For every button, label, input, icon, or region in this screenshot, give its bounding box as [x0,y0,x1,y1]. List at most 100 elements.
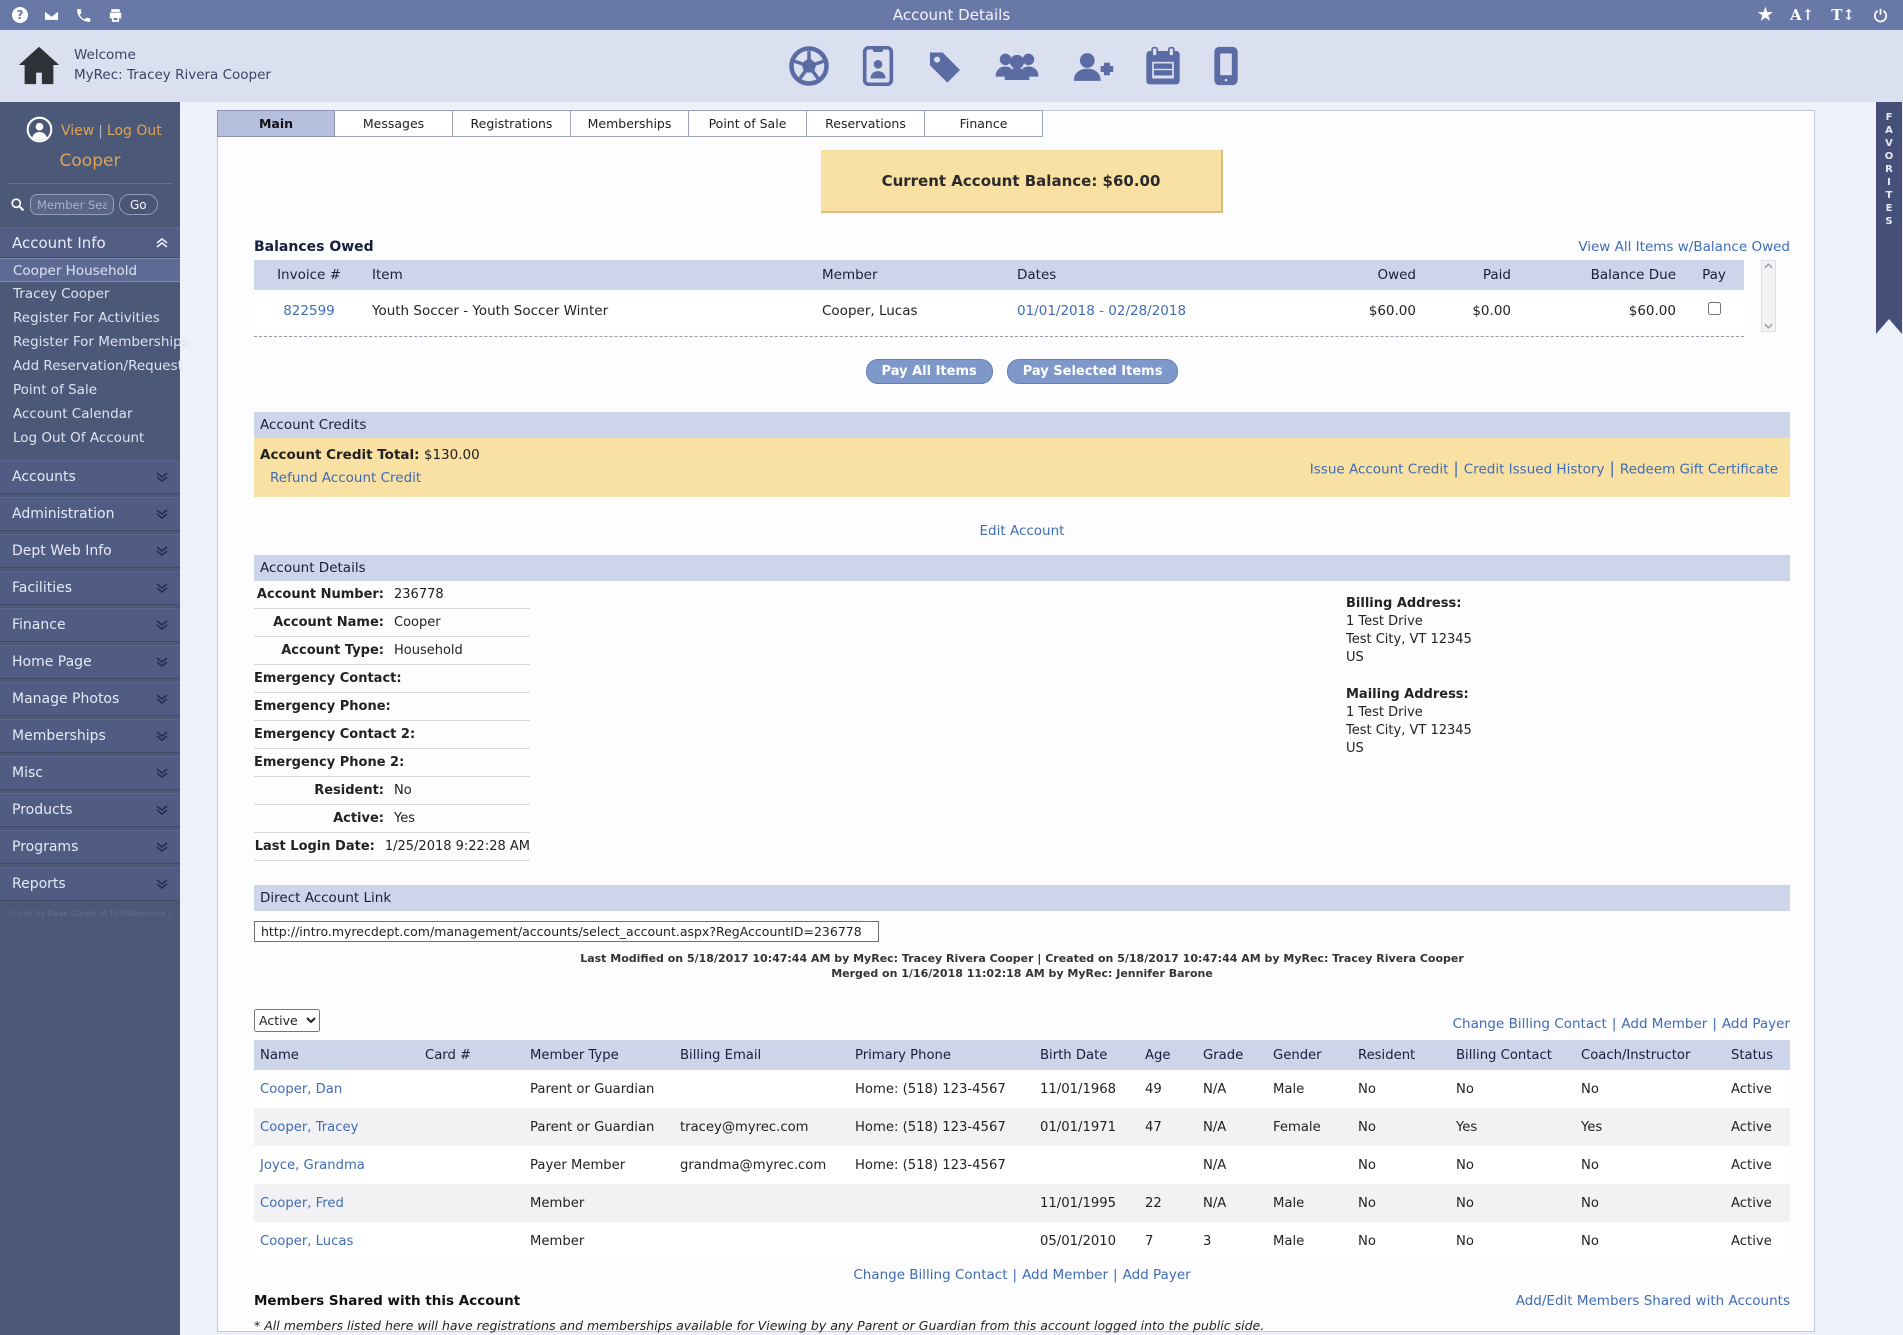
page-title: Account Details [892,6,1011,24]
sidebar-section-misc[interactable]: Misc [0,756,180,790]
ribbon-letter: S [1885,216,1893,227]
sidebar-item-log-out-of-account[interactable]: Log Out Of Account [13,430,145,446]
help-icon[interactable]: ? [12,7,28,23]
member-search-go-button[interactable]: Go [119,194,158,215]
cell-owed: $60.00 [1309,290,1424,331]
bottom-change-billing-contact-link[interactable]: Change Billing Contact [853,1267,1008,1283]
sidebar-section-finance[interactable]: Finance [0,608,180,642]
sidebar-item-cooper-household[interactable]: Cooper Household [0,258,180,282]
detail-label: Account Number: [256,587,384,602]
sidebar-section-memberships[interactable]: Memberships [0,719,180,753]
invoice-link[interactable]: 822599 [283,302,335,319]
pay-checkbox[interactable] [1707,302,1721,315]
bottom-add-payer-link[interactable]: Add Payer [1122,1267,1191,1283]
pay-all-items-button[interactable]: Pay All Items [865,359,993,384]
user-plus-icon[interactable] [1070,46,1114,86]
member-name-link[interactable]: Cooper, Tracey [260,1119,359,1135]
top-add-member-link[interactable]: Add Member [1621,1016,1708,1032]
address-line: 1 Test Drive [1346,705,1423,720]
sidebar-item-add-reservation-request[interactable]: Add Reservation/Request [13,358,183,374]
double-chevron-down-icon [156,694,168,705]
sidebar-section-dept-web-info[interactable]: Dept Web Info [0,534,180,568]
sidebar-item-tracey-cooper[interactable]: Tracey Cooper [13,286,110,302]
font-size-increase-icon[interactable]: A↑ [1790,6,1815,24]
tab-main[interactable]: Main [217,110,335,137]
issue-account-credit-link[interactable]: Issue Account Credit [1309,461,1449,477]
scroll-up-icon[interactable] [1764,263,1773,269]
calendar-icon[interactable] [1144,46,1182,86]
power-icon[interactable] [1872,7,1889,24]
table-scrollbar[interactable] [1761,260,1776,332]
favorites-star-icon[interactable]: ★ [1757,5,1774,25]
view-link[interactable]: View [61,123,95,139]
refund-account-credit-link[interactable]: Refund Account Credit [270,470,422,486]
sidebar-section-manage-photos[interactable]: Manage Photos [0,682,180,716]
phone-icon[interactable] [75,7,92,24]
sidebar-section-accounts[interactable]: Accounts [0,460,180,494]
sidebar-item-account-calendar[interactable]: Account Calendar [13,406,133,422]
cell-member-type: Parent or Guardian [524,1070,674,1108]
logout-link[interactable]: Log Out [106,123,162,139]
sidebar-item-register-for-memberships[interactable]: Register For Memberships [13,334,189,350]
cell-billing-contact: No [1450,1222,1575,1260]
top-change-billing-contact-link[interactable]: Change Billing Contact [1452,1016,1607,1032]
tab-finance[interactable]: Finance [925,110,1043,137]
credit-issued-history-link[interactable]: Credit Issued History [1463,461,1605,477]
print-icon[interactable] [107,7,124,24]
direct-account-link-input[interactable] [254,921,879,942]
id-badge-icon[interactable] [860,46,896,86]
tab-point-of-sale[interactable]: Point of Sale [689,110,807,137]
sidebar-section-products[interactable]: Products [0,793,180,827]
cell-age: 47 [1139,1108,1197,1146]
cell-card [419,1146,524,1184]
detail-row-last-login-date: Last Login Date: 1/25/2018 9:22:28 AM [254,833,530,861]
tab-reservations[interactable]: Reservations [807,110,925,137]
billing-address-title: Billing Address: [1346,596,1462,611]
view-all-balance-owed-link[interactable]: View All Items w/Balance Owed [1578,239,1790,255]
sidebar-item-register-for-activities[interactable]: Register For Activities [13,310,160,326]
mail-icon[interactable] [43,7,60,24]
member-name-link[interactable]: Cooper, Fred [260,1195,344,1211]
section-label: Dept Web Info [12,543,112,559]
sidebar-section-facilities[interactable]: Facilities [0,571,180,605]
add-edit-members-shared-link[interactable]: Add/Edit Members Shared with Accounts [1515,1293,1790,1309]
section-label: Facilities [12,580,72,596]
sidebar-section-administration[interactable]: Administration [0,497,180,531]
member-name-link[interactable]: Cooper, Dan [260,1081,343,1097]
detail-row-resident: Resident: No [254,777,530,805]
home-icon[interactable] [16,42,62,88]
edit-account-link[interactable]: Edit Account [979,523,1065,539]
users-icon[interactable] [994,46,1040,86]
member-search-input[interactable] [30,194,114,215]
bottom-add-member-link[interactable]: Add Member [1022,1267,1109,1283]
pay-selected-items-button[interactable]: Pay Selected Items [1006,359,1179,384]
dates-link[interactable]: 01/01/2018 - 02/28/2018 [1017,302,1187,319]
member-name-link[interactable]: Joyce, Grandma [260,1157,365,1173]
sidebar-section-reports[interactable]: Reports [0,867,180,901]
text-resize-icon[interactable]: T↕ [1831,6,1855,24]
member-status-filter[interactable]: Active [254,1009,320,1032]
cell-resident: No [1352,1222,1450,1260]
tag-icon[interactable] [926,47,964,85]
separator: | [1453,458,1459,477]
scroll-down-icon[interactable] [1764,323,1773,329]
tab-registrations[interactable]: Registrations [453,110,571,137]
sidebar-section-programs[interactable]: Programs [0,830,180,864]
redeem-gift-certificate-link[interactable]: Redeem Gift Certificate [1619,461,1778,477]
tab-messages[interactable]: Messages [335,110,453,137]
detail-row-active: Active: Yes [254,805,530,833]
sidebar-section-account-info[interactable]: Account Info [0,227,180,258]
mobile-icon[interactable] [1212,46,1240,86]
tab-memberships[interactable]: Memberships [571,110,689,137]
top-add-payer-link[interactable]: Add Payer [1721,1016,1790,1032]
sidebar-item-point-of-sale[interactable]: Point of Sale [13,382,98,398]
sidebar-section-home-page[interactable]: Home Page [0,645,180,679]
cell-grade: N/A [1197,1184,1267,1222]
welcome-line2: MyRec: Tracey Rivera Cooper [74,67,271,83]
cell-card [419,1070,524,1108]
double-chevron-up-icon [156,237,168,248]
member-row: Cooper, Lucas Member 05/01/2010 7 3 Male No No N… [254,1222,1790,1260]
soccer-ball-icon[interactable] [788,45,830,87]
member-name-link[interactable]: Cooper, Lucas [260,1233,354,1249]
